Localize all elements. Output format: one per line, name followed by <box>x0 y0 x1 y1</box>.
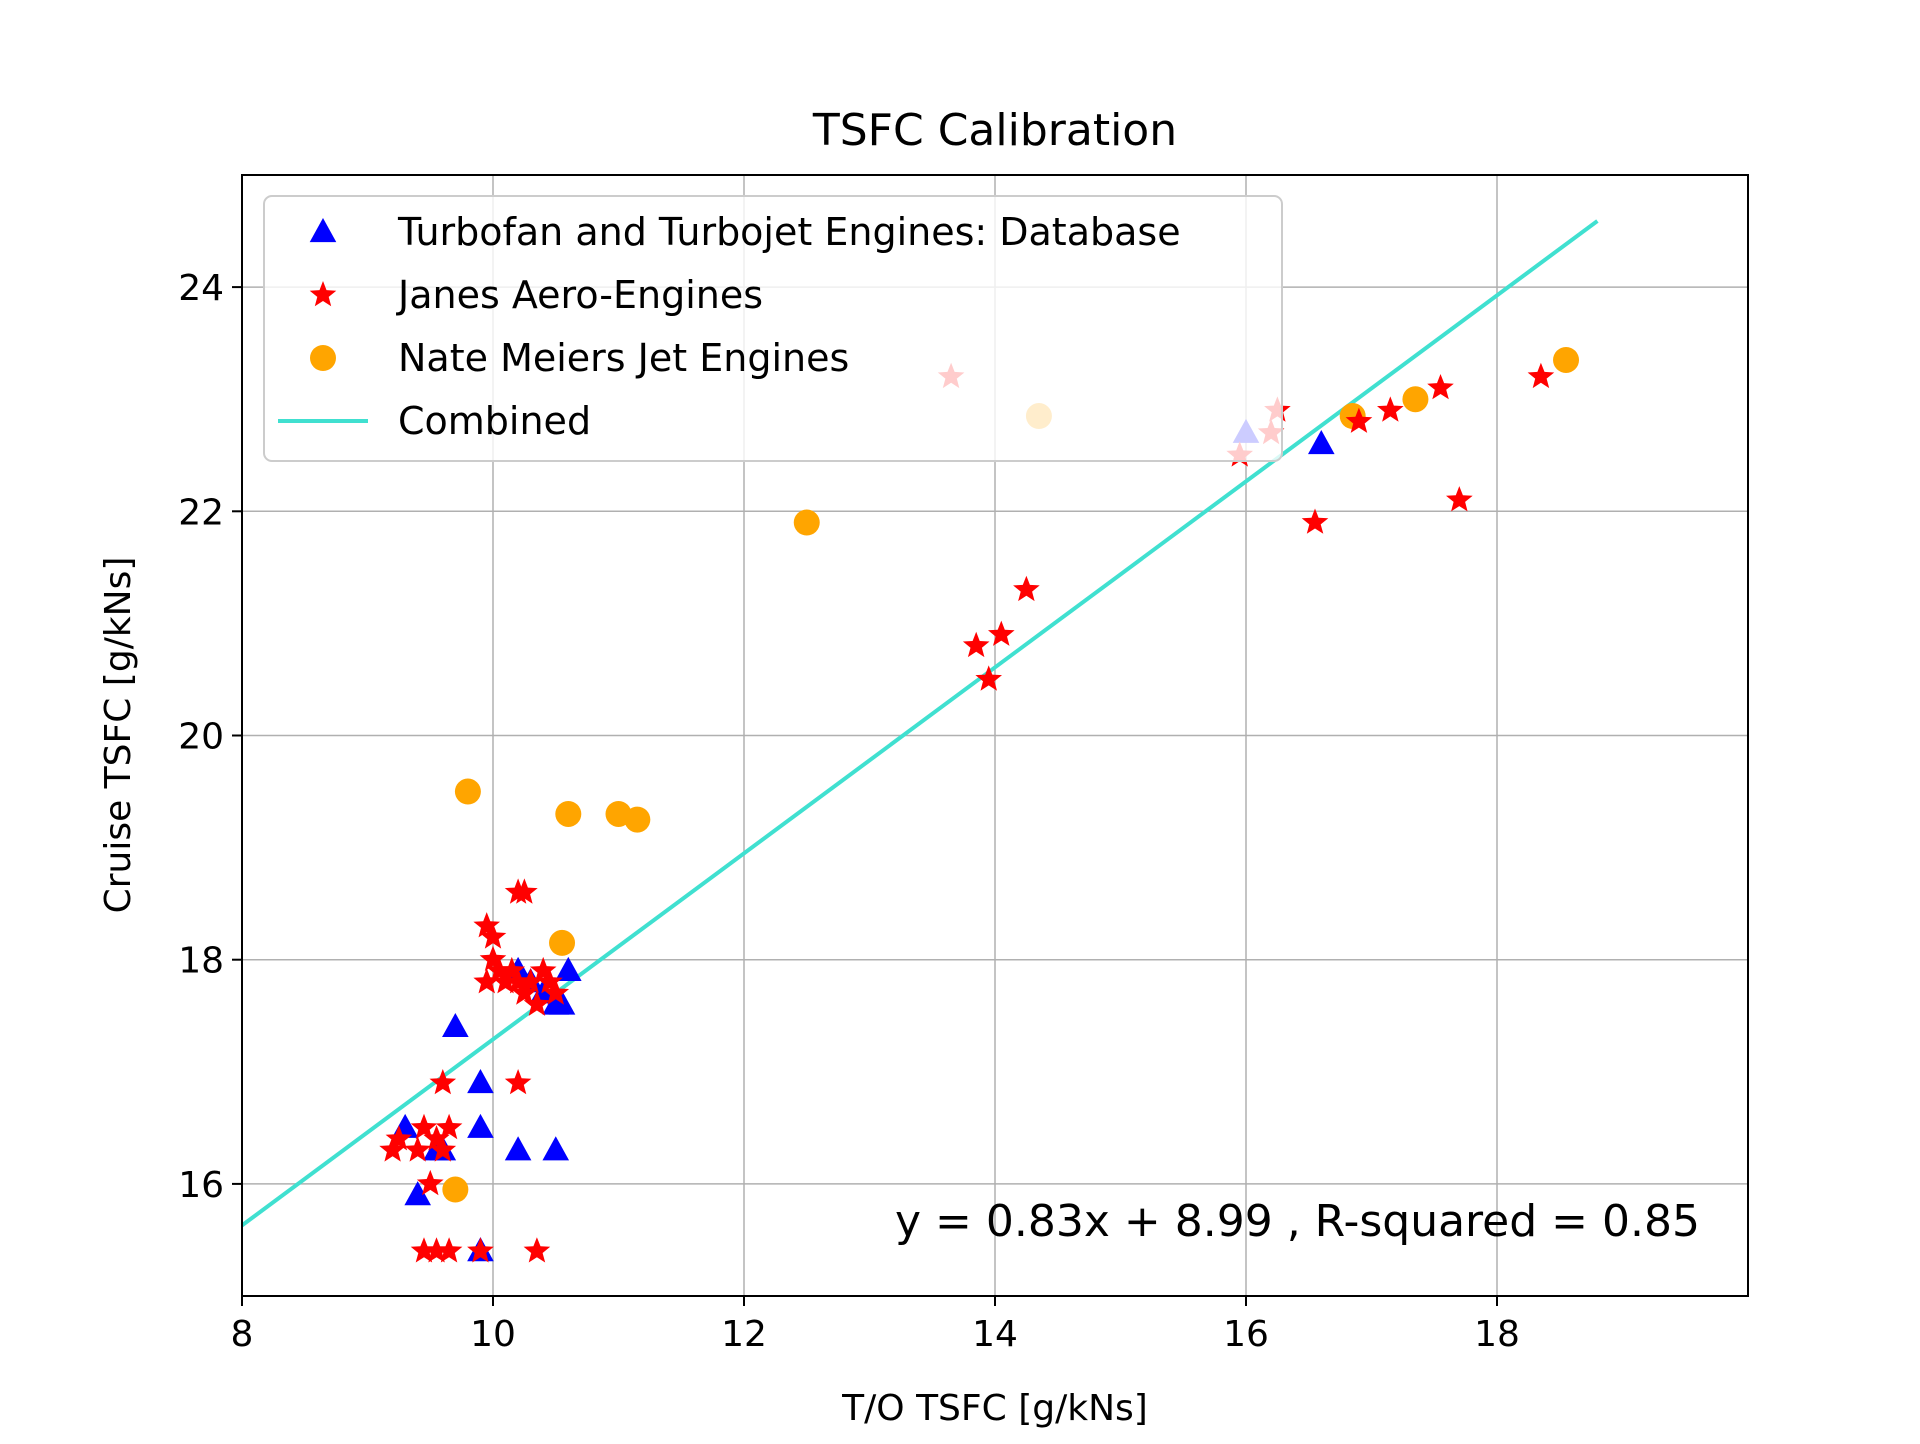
legend-label: Nate Meiers Jet Engines <box>398 336 849 380</box>
axis-ticks: 8 10 12 14 16 18 16 18 20 22 24 <box>178 268 1520 1355</box>
janes-point <box>423 1237 450 1263</box>
database-point <box>542 1136 570 1161</box>
janes-point <box>473 912 500 938</box>
janes-point <box>1377 396 1404 422</box>
janes-point <box>1427 374 1454 400</box>
legend-swatch-star <box>309 281 337 307</box>
y-tick-label: 16 <box>178 1165 224 1206</box>
janes-point <box>975 665 1002 691</box>
janes-point <box>962 631 990 658</box>
x-tick-label: 16 <box>1223 1314 1269 1355</box>
janes-point <box>504 968 532 994</box>
janes-point <box>435 1237 463 1263</box>
x-tick-label: 14 <box>972 1314 1018 1355</box>
janes-point <box>486 956 513 983</box>
janes-point <box>467 1237 494 1263</box>
database-point <box>404 1181 431 1206</box>
database-point <box>467 1069 494 1094</box>
data-markers <box>379 346 1580 1263</box>
janes-point <box>479 923 507 949</box>
database-point <box>555 956 582 981</box>
legend-label: Janes Aero-Engines <box>396 273 763 317</box>
janes-point <box>404 1136 431 1162</box>
janes-point <box>416 1169 444 1196</box>
janes-point <box>504 1069 532 1095</box>
y-tick-label: 20 <box>178 717 224 758</box>
combined-fit-line <box>240 219 1599 1227</box>
janes-point <box>385 1125 413 1151</box>
x-axis-label: T/O TSFC [g/kNs] <box>841 1388 1148 1429</box>
database-point <box>467 1113 494 1138</box>
nate-meiers-point <box>624 806 651 833</box>
nate-meiers-point <box>793 509 820 536</box>
janes-point <box>523 990 551 1016</box>
y-tick-label: 24 <box>178 268 224 309</box>
legend-swatch-triangle <box>309 218 337 243</box>
database-point <box>504 1136 532 1161</box>
janes-point <box>1527 362 1555 389</box>
janes-point <box>523 1237 551 1263</box>
nate-meiers-point <box>555 800 582 827</box>
nate-meiers-point <box>549 929 576 956</box>
legend-label: Turbofan and Turbojet Engines: Database <box>397 210 1181 254</box>
janes-point <box>423 1125 450 1151</box>
regression-annotation: y = 0.83x + 8.99 , R-squared = 0.85 <box>895 1196 1700 1247</box>
janes-point <box>511 878 538 904</box>
janes-point <box>517 968 544 994</box>
nate-meiers-point <box>454 778 481 805</box>
nate-meiers-point <box>442 1176 469 1203</box>
chart-title: TSFC Calibration <box>812 105 1177 156</box>
janes-point <box>529 956 557 983</box>
janes-point <box>542 979 570 1005</box>
janes-point <box>1301 508 1329 534</box>
janes-point <box>479 945 507 971</box>
janes-point <box>498 956 526 983</box>
janes-point <box>1446 486 1473 512</box>
legend-label: Combined <box>398 399 591 443</box>
database-point <box>1308 430 1335 455</box>
x-tick-label: 18 <box>1474 1314 1520 1355</box>
y-tick-label: 18 <box>178 941 224 982</box>
x-tick-label: 12 <box>721 1314 767 1355</box>
legend-box <box>263 195 1283 462</box>
janes-point <box>410 1237 438 1263</box>
y-tick-label: 22 <box>178 492 224 533</box>
legend-swatch-circle <box>310 345 336 371</box>
fit-line-layer <box>240 219 1599 1227</box>
nate-meiers-point <box>1553 346 1580 373</box>
janes-point <box>988 620 1015 646</box>
y-axis-label: Cruise TSFC [g/kNs] <box>98 557 139 914</box>
janes-point <box>536 968 563 994</box>
janes-point <box>435 1113 463 1140</box>
janes-point <box>429 1069 457 1095</box>
janes-point <box>473 968 500 994</box>
nate-meiers-point <box>1402 386 1429 413</box>
x-tick-label: 10 <box>470 1314 516 1355</box>
database-point <box>442 1012 469 1038</box>
janes-point <box>429 1136 457 1162</box>
janes-point <box>1345 407 1373 433</box>
janes-point <box>1013 575 1040 602</box>
janes-point <box>410 1113 438 1140</box>
x-tick-label: 8 <box>231 1314 254 1355</box>
legend: Turbofan and Turbojet Engines: Database J… <box>263 195 1283 462</box>
